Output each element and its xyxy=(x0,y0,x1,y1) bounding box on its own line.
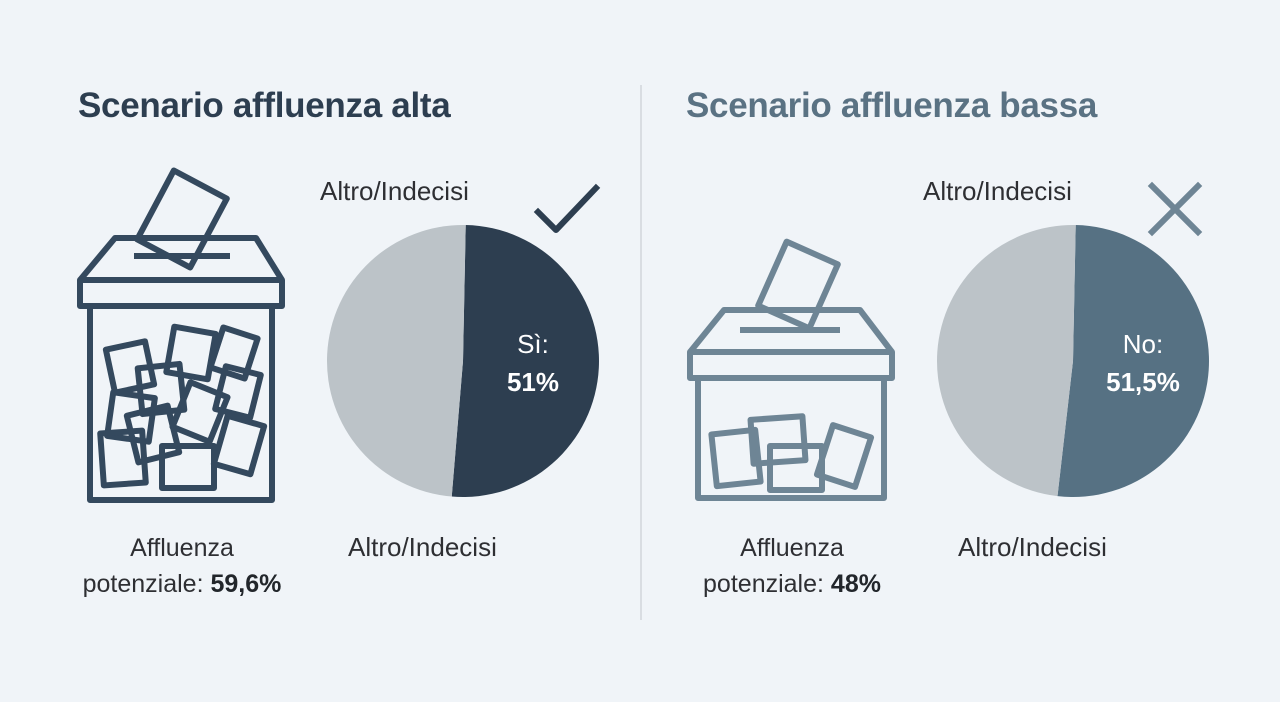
pie-chart-high: Sì: 51% xyxy=(326,224,599,497)
panel-divider xyxy=(640,85,642,620)
ballot-box-full-icon xyxy=(77,167,285,503)
ballot-box-low-icon xyxy=(687,238,895,501)
pie-slice-main xyxy=(451,225,599,497)
turnout-high: Affluenza potenziale: 59,6% xyxy=(32,530,332,602)
turnout-prefix: potenziale: xyxy=(703,570,824,598)
pie-slice-value: 51,5% xyxy=(1106,367,1180,397)
pie-slice-other xyxy=(936,225,1076,497)
pie-slice-value: 51% xyxy=(507,367,559,397)
pie-slice-label: No: xyxy=(1123,329,1163,359)
pie-label-bottom: Altro/Indecisi xyxy=(958,532,1107,562)
turnout-value-line: potenziale: 48% xyxy=(642,566,942,602)
pie-slice-label: Sì: xyxy=(517,329,549,359)
cross-icon xyxy=(1147,181,1203,237)
scenario-high-title: Scenario affluenza alta xyxy=(78,86,451,125)
turnout-value-line: potenziale: 59,6% xyxy=(32,566,332,602)
pie-slice-other xyxy=(326,224,466,497)
scenario-high-panel: Scenario affluenza alta Altro/Indecisi S… xyxy=(32,86,601,602)
pie-label-bottom: Altro/Indecisi xyxy=(348,532,497,562)
turnout-low: Affluenza potenziale: 48% xyxy=(642,530,942,602)
turnout-label: Affluenza xyxy=(740,534,844,562)
pie-slice-main xyxy=(1057,225,1209,497)
scenario-low-panel: Scenario affluenza bassa Altro/Indecisi … xyxy=(640,0,1280,702)
pie-label-top: Altro/Indecisi xyxy=(923,176,1072,206)
turnout-value: 59,6% xyxy=(210,570,282,598)
pie-chart-low: No: 51,5% xyxy=(936,225,1209,497)
scenario-low-title: Scenario affluenza bassa xyxy=(686,86,1098,125)
turnout-prefix: potenziale: xyxy=(82,570,204,598)
pie-label-top: Altro/Indecisi xyxy=(320,176,469,206)
turnout-value: 48% xyxy=(830,570,881,598)
check-icon xyxy=(533,183,601,233)
turnout-label: Affluenza xyxy=(130,534,234,562)
